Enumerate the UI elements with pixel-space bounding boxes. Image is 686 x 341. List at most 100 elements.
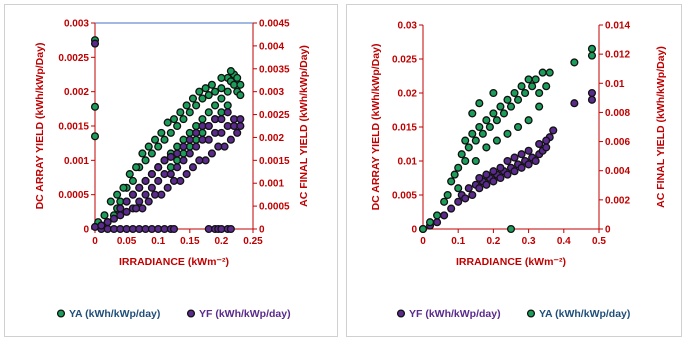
data-point-b bbox=[195, 156, 204, 165]
data-point-a bbox=[169, 115, 179, 124]
data-point-a bbox=[489, 167, 498, 176]
data-point-a bbox=[475, 173, 484, 183]
data-point-b bbox=[503, 129, 512, 138]
data-point-b bbox=[475, 99, 484, 108]
data-point-b bbox=[513, 122, 523, 132]
data-point-a bbox=[468, 190, 477, 200]
y2-tick-label: 0.012 bbox=[605, 50, 630, 61]
data-point-b bbox=[535, 102, 544, 111]
y-tick-label: 0.0015 bbox=[58, 122, 89, 133]
data-point-a bbox=[549, 126, 558, 135]
data-point-a bbox=[192, 101, 201, 110]
data-point-a bbox=[176, 108, 185, 117]
data-point-a bbox=[147, 149, 156, 158]
data-point-b bbox=[236, 115, 245, 124]
data-point-a bbox=[185, 108, 194, 117]
data-point-b bbox=[482, 116, 491, 125]
data-point-b bbox=[226, 135, 235, 144]
data-point-b bbox=[524, 116, 533, 125]
x-tick-label: 0.3 bbox=[522, 236, 536, 247]
data-point-a bbox=[531, 156, 540, 166]
chart-left-svg: 0 0.05 0.1 0.15 0.2 0.2500.00050.0010.00150.0… bbox=[34, 19, 310, 321]
data-point-b bbox=[185, 135, 194, 144]
data-point-a bbox=[510, 167, 519, 176]
y2-tick-label: 0.0015 bbox=[259, 156, 290, 167]
y2-tick-label: 0.002 bbox=[259, 133, 284, 144]
data-point-b bbox=[214, 142, 223, 151]
x-tick-label: 0.4 bbox=[557, 236, 571, 247]
x-tick-label: 0.25 bbox=[243, 236, 263, 247]
data-point-b bbox=[545, 68, 554, 77]
data-point-b bbox=[166, 170, 175, 179]
data-point-a bbox=[90, 132, 100, 141]
x-axis-title: IRRADIANCE (kWm⁻²) bbox=[456, 256, 566, 268]
data-point-a bbox=[154, 142, 163, 151]
data-point-b bbox=[188, 163, 198, 172]
data-point-b bbox=[163, 183, 172, 192]
data-point-b bbox=[457, 150, 466, 159]
data-point-b bbox=[496, 102, 505, 111]
data-point-b bbox=[192, 142, 201, 151]
y2-tick-label: 0.002 bbox=[605, 195, 630, 206]
data-point-b bbox=[179, 156, 188, 165]
data-point-b bbox=[226, 224, 235, 234]
y-tick-label: 0.02 bbox=[398, 89, 418, 100]
data-point-a bbox=[517, 163, 526, 172]
data-point-b bbox=[570, 58, 579, 67]
data-point-b bbox=[204, 121, 213, 131]
data-point-a bbox=[517, 150, 526, 159]
x-tick-label: 0.1 bbox=[451, 236, 465, 247]
data-point-b bbox=[169, 176, 179, 185]
data-point-b bbox=[154, 163, 163, 172]
y2-tick-label: 0.0005 bbox=[259, 202, 290, 213]
y-tick-label: 0.0005 bbox=[58, 190, 89, 201]
data-point-a bbox=[173, 121, 182, 131]
data-point-a bbox=[464, 184, 473, 193]
data-point-b bbox=[506, 102, 516, 111]
data-point-a bbox=[211, 87, 220, 96]
data-point-a bbox=[524, 146, 533, 155]
data-point-a bbox=[160, 135, 169, 144]
data-point-b bbox=[503, 95, 512, 104]
data-point-a bbox=[236, 80, 245, 89]
data-point-b bbox=[147, 170, 156, 179]
data-point-a bbox=[211, 101, 220, 110]
data-point-b bbox=[103, 218, 112, 227]
data-point-b bbox=[492, 116, 501, 125]
y2-tick-label: 0.0045 bbox=[259, 19, 290, 30]
data-point-a bbox=[570, 99, 579, 108]
data-point-b bbox=[182, 170, 191, 179]
data-point-a bbox=[482, 180, 491, 189]
y-tick-label: 0.002 bbox=[64, 87, 89, 98]
data-point-a bbox=[150, 135, 160, 144]
data-point-b bbox=[173, 149, 182, 158]
y2-tick-label: 0.008 bbox=[605, 108, 630, 119]
y2-tick-label: 0.003 bbox=[259, 87, 284, 98]
y-axis-title: DC ARRAY YIELD (kWh/kWp/Day) bbox=[34, 43, 46, 210]
data-point-a bbox=[201, 84, 210, 93]
y2-tick-label: 0.0035 bbox=[259, 64, 290, 75]
y-tick-label: 0 bbox=[83, 225, 89, 236]
data-point-a bbox=[489, 177, 498, 186]
data-point-a bbox=[433, 218, 442, 227]
data-point-b bbox=[116, 204, 125, 213]
data-point-b bbox=[531, 75, 540, 84]
data-point-b bbox=[135, 183, 144, 192]
data-point-b bbox=[489, 109, 498, 118]
x-tick-label: 0.2 bbox=[486, 236, 500, 247]
data-point-b bbox=[217, 115, 226, 124]
y-tick-label: 0 bbox=[411, 225, 417, 236]
data-point-b bbox=[468, 109, 477, 118]
data-point-b bbox=[160, 156, 169, 165]
legend-label: YA (kWh/kWp/day) bbox=[539, 308, 630, 320]
data-point-b bbox=[418, 224, 428, 234]
data-point-a bbox=[166, 128, 175, 137]
data-point-a bbox=[587, 88, 597, 98]
y2-tick-label: 0 bbox=[605, 225, 611, 236]
data-point-a bbox=[542, 143, 551, 152]
data-point-a bbox=[195, 87, 204, 96]
data-point-b bbox=[510, 88, 519, 98]
y-tick-label: 0.025 bbox=[392, 55, 417, 66]
data-point-a bbox=[503, 156, 512, 166]
data-point-b bbox=[478, 129, 487, 138]
